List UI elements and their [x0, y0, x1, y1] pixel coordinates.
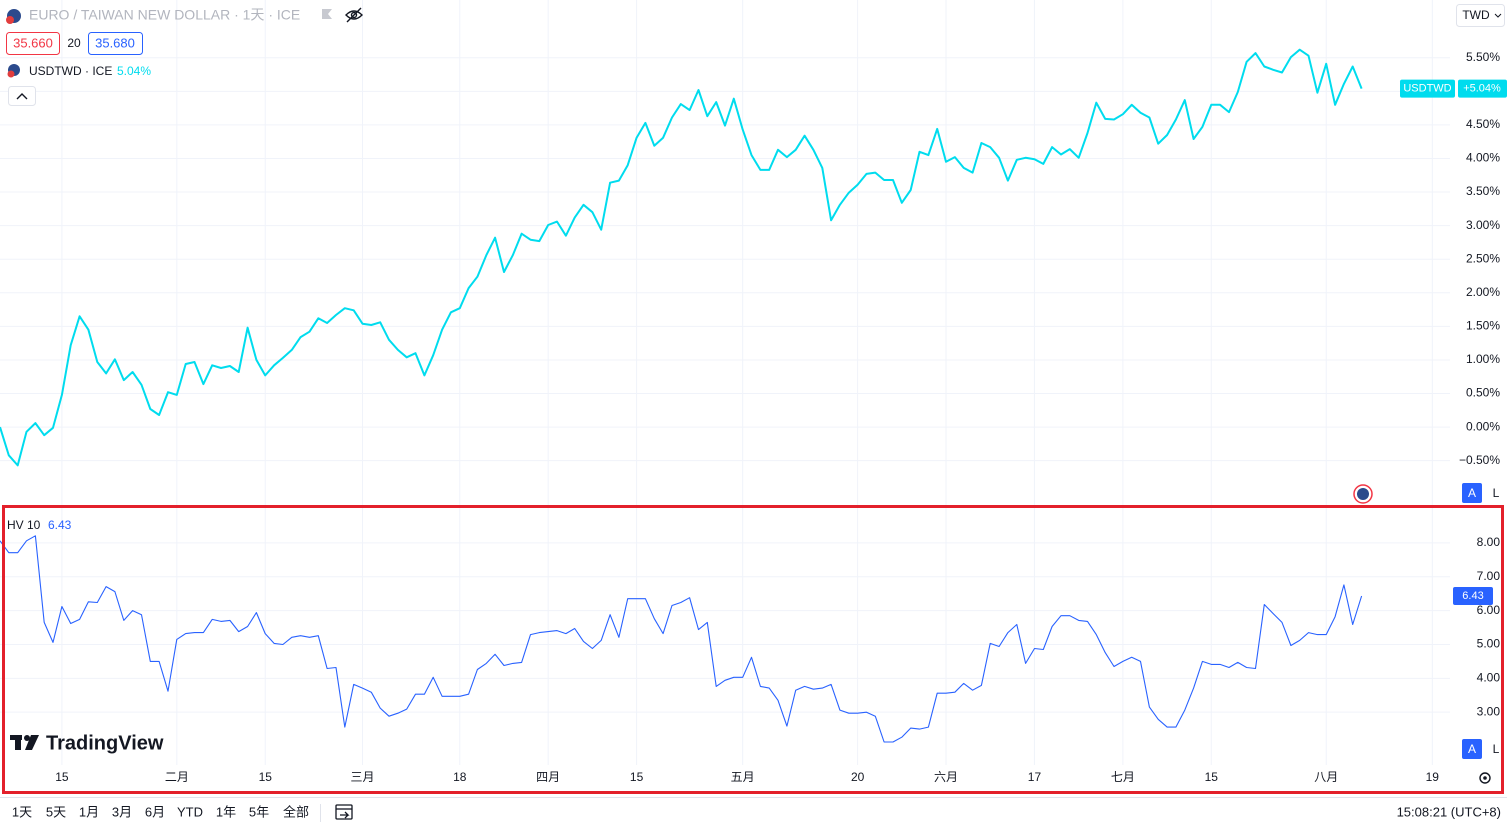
x-tick-label: 四月	[536, 770, 560, 784]
auto-scale-button[interactable]	[1462, 739, 1482, 759]
x-tick-label: 18	[453, 770, 467, 784]
goto-date-icon[interactable]	[335, 804, 353, 820]
x-tick-label: 八月	[1314, 770, 1338, 784]
currency-chevron	[1494, 13, 1502, 18]
range-button[interactable]: 1天	[12, 804, 32, 819]
x-tick-label: 15	[55, 770, 69, 784]
ask-price[interactable]: 35.680	[95, 35, 135, 50]
x-tick-label: 17	[1028, 770, 1042, 784]
indicator-value: 6.43	[48, 518, 72, 532]
plot-layer	[0, 48, 1363, 743]
range-button[interactable]: 全部	[283, 804, 309, 819]
range-button[interactable]: 1月	[79, 804, 99, 819]
range-button[interactable]: 3月	[112, 804, 132, 819]
bid-box[interactable]	[6, 32, 60, 55]
range-button[interactable]: YTD	[177, 804, 203, 819]
legend-icon-flag	[7, 70, 15, 78]
collapse-button[interactable]	[8, 86, 36, 106]
log-scale-label[interactable]: L	[1493, 486, 1500, 500]
series-line	[0, 535, 1363, 743]
x-tick-label: 五月	[731, 770, 755, 784]
spread: 20	[67, 36, 81, 50]
x-tick-label: 六月	[934, 770, 958, 784]
y-tick-label: 5.00	[1477, 637, 1501, 651]
auto-scale-label[interactable]: A	[1468, 486, 1476, 500]
auto-scale-label[interactable]: A	[1468, 742, 1476, 756]
currency-select[interactable]	[1456, 4, 1505, 27]
x-tick-label: 15	[1205, 770, 1219, 784]
clock[interactable]: 15:08:21 (UTC+8)	[1397, 804, 1501, 819]
range-button[interactable]: 1年	[216, 804, 236, 819]
x-tick-label: 三月	[350, 770, 374, 784]
ask-box[interactable]	[88, 32, 143, 55]
y-tick-label: 2.00%	[1466, 285, 1500, 299]
y-tick-label: 3.00%	[1466, 218, 1500, 232]
auto-scale-button[interactable]	[1462, 483, 1482, 503]
hide-icon[interactable]	[345, 7, 363, 23]
bid-price[interactable]: 35.660	[13, 35, 53, 50]
watermark-text: TradingView	[46, 732, 164, 754]
y-tick-label: 5.50%	[1466, 50, 1500, 64]
y-tick-label: 6.00	[1477, 603, 1501, 617]
range-button[interactable]: 5天	[46, 804, 66, 819]
last-value-box	[1458, 79, 1507, 98]
y-tick-label: 0.50%	[1466, 386, 1500, 400]
badge-name-box	[1400, 79, 1455, 98]
y-tick-label: 7.00	[1477, 569, 1501, 583]
y-tick-label: 1.00%	[1466, 352, 1500, 366]
flag-icon[interactable]	[322, 9, 332, 19]
log-scale-label[interactable]: L	[1493, 742, 1500, 756]
x-tick-label: 二月	[165, 770, 189, 784]
settings-icon-center	[1483, 776, 1487, 780]
range-button[interactable]: 5年	[249, 804, 269, 819]
settings-icon[interactable]	[1479, 772, 1491, 784]
x-tick-label: 19	[1426, 770, 1440, 784]
x-tick-label: 15	[259, 770, 273, 784]
y-tick-label: 1.50%	[1466, 319, 1500, 333]
x-tick-label: 20	[851, 770, 865, 784]
legend-name[interactable]: USDTWD · ICE	[29, 64, 112, 78]
y-tick-label: 3.00	[1477, 704, 1501, 718]
last-value-box	[1453, 587, 1493, 606]
legend-value: 5.04%	[117, 64, 151, 78]
series-line	[0, 48, 1363, 467]
x-tick-label: 七月	[1111, 770, 1135, 784]
indicator-name[interactable]: HV 10	[7, 518, 41, 532]
range-button[interactable]: 6月	[145, 804, 165, 819]
symbol-title[interactable]: EURO / TAIWAN NEW DOLLAR · 1天 · ICE	[29, 7, 300, 23]
y-tick-label: 0.00%	[1466, 419, 1500, 433]
watermark-logo	[10, 735, 39, 750]
y-tick-label: 8.00	[1477, 535, 1501, 549]
x-tick-label: 15	[630, 770, 644, 784]
y-tick-label: 3.50%	[1466, 184, 1500, 198]
badge-name: USDTWD	[1403, 83, 1451, 95]
event-marker-icon	[1357, 488, 1369, 500]
collapse-chevron	[16, 93, 28, 100]
toolbar: 1天 5天 1月 3月 6月 YTD 1年 5年 全部	[12, 804, 309, 819]
y-tick-label: 4.00%	[1466, 151, 1500, 165]
currency-label[interactable]: TWD	[1462, 8, 1490, 22]
last-value-label: 6.43	[1462, 590, 1483, 602]
highlight-box	[2, 505, 1504, 794]
grid-layer	[0, 0, 1450, 765]
y-tick-label: 2.50%	[1466, 251, 1500, 265]
symbol-icon-flag	[6, 16, 14, 24]
y-tick-label: −0.50%	[1459, 453, 1500, 467]
y-tick-label: 4.50%	[1466, 117, 1500, 131]
y-tick-label: 4.00	[1477, 670, 1501, 684]
last-value-label: +5.04%	[1463, 83, 1501, 95]
